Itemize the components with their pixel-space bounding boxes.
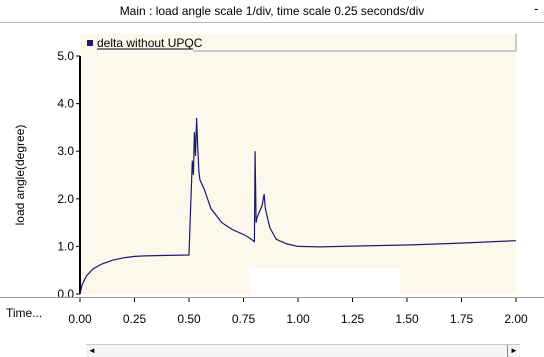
x-tick-label: 0.75 — [232, 312, 256, 326]
x-tick-label: 1.75 — [450, 312, 474, 326]
time-axis-label: Time... — [6, 306, 43, 320]
title-divider — [0, 22, 544, 23]
y-tick-label: 4.0 — [57, 97, 74, 111]
legend-label: delta without UPQC — [97, 36, 203, 50]
x-tick-label: 1.50 — [395, 312, 419, 326]
plot-title: Main : load angle scale 1/div, time scal… — [0, 0, 544, 22]
y-tick-label: 5.0 — [57, 49, 74, 63]
x-tick-label: 0.00 — [68, 312, 92, 326]
white-overlay-box — [249, 268, 400, 298]
plot-area — [80, 34, 516, 294]
x-tick-label: 0.25 — [123, 312, 147, 326]
time-row-divider — [0, 297, 544, 298]
minimize-icon[interactable]: - — [534, 1, 539, 16]
y-axis-label: load angle(degree) — [13, 125, 27, 226]
series-line — [79, 117, 517, 295]
x-tick-label: 2.00 — [504, 312, 528, 326]
y-tick-label: 2.0 — [57, 192, 74, 206]
scroll-right-arrow-icon[interactable]: ► — [507, 345, 520, 357]
horizontal-scrollbar[interactable]: ◄ ► — [86, 344, 520, 357]
x-tick-label: 1.00 — [286, 312, 310, 326]
x-tick-label: 1.25 — [341, 312, 365, 326]
x-tick-label: 0.50 — [177, 312, 201, 326]
y-tick-label: 0.0 — [57, 287, 74, 301]
legend-marker-icon — [87, 40, 93, 46]
y-tick-label: 3.0 — [57, 144, 74, 158]
y-tick-label: 1.0 — [57, 239, 74, 253]
scroll-left-arrow-icon[interactable]: ◄ — [88, 346, 96, 355]
